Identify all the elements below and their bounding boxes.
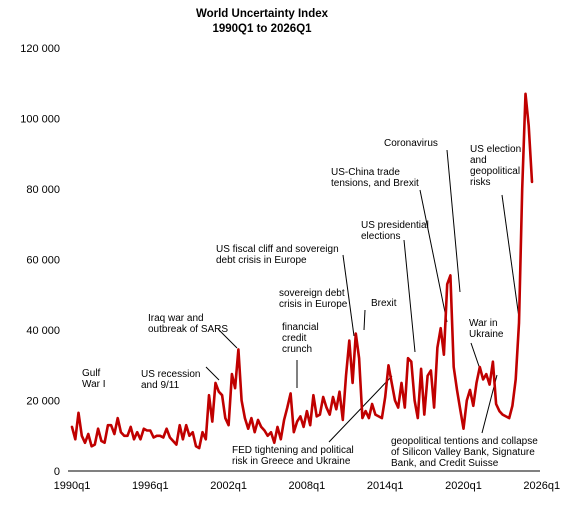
annotation-leader bbox=[419, 189, 448, 323]
series-line bbox=[70, 92, 534, 450]
x-tick-label: 2008q1 bbox=[289, 480, 326, 492]
annotation-label: US-China trade tensions, and Brexit bbox=[331, 167, 419, 189]
y-tick-label: 100 000 bbox=[20, 114, 60, 126]
annotation-leader bbox=[446, 149, 461, 293]
annotation-label: Brexit bbox=[371, 298, 397, 309]
annotation-label: FED tightening and political risk in Gree… bbox=[232, 445, 354, 467]
annotation-leader bbox=[403, 239, 416, 353]
chart-title: World Uncertainty Index bbox=[196, 8, 329, 20]
annotation-label: US fiscal cliff and sovereign debt crisis… bbox=[216, 244, 339, 266]
y-tick-labels: 0 20 000 40 000 60 000 80 000 100 000 120 000 bbox=[20, 43, 60, 478]
annotation-label: Gulf War I bbox=[82, 368, 106, 390]
x-tick-labels: 1990q1 1996q1 2002q1 2008q1 2014q1 2020q1 2026… bbox=[54, 480, 561, 492]
x-tick-label: 2020q1 bbox=[445, 480, 482, 492]
y-tick-label: 40 000 bbox=[26, 325, 60, 337]
annotation-leader bbox=[328, 375, 393, 443]
annotation-leader bbox=[501, 194, 520, 319]
chart-subtitle: 1990Q1 to 2026Q1 bbox=[212, 23, 312, 35]
annotation-label: sovereign debt crisis in Europe bbox=[279, 288, 348, 310]
y-tick-label: 60 000 bbox=[26, 255, 60, 267]
annotation-label: War in Ukraine bbox=[469, 318, 504, 340]
x-tick-label: 1990q1 bbox=[54, 480, 91, 492]
series-group bbox=[70, 92, 534, 450]
annotation-label: US election and geopolitical risks bbox=[470, 144, 521, 188]
annotation-label: US presidential elections bbox=[361, 220, 429, 242]
y-tick-label: 0 bbox=[54, 466, 60, 478]
annotation-leader bbox=[342, 254, 355, 337]
annotation-labels: Gulf War I US recession and 9/11 Iraq war an… bbox=[82, 138, 538, 469]
x-tick-label: 2014q1 bbox=[367, 480, 404, 492]
annotation-label: Iraq war and outbreak of SARS bbox=[148, 313, 228, 335]
annotation-label: Coronavirus bbox=[384, 138, 438, 149]
y-tick-label: 120 000 bbox=[20, 43, 60, 55]
y-tick-label: 20 000 bbox=[26, 396, 60, 408]
annotation-label: financial credit crunch bbox=[282, 322, 319, 355]
annotation-label: geopolitical tentions and collapse of Sil… bbox=[391, 436, 538, 469]
x-tick-label: 2002q1 bbox=[210, 480, 247, 492]
y-tick-label: 80 000 bbox=[26, 184, 60, 196]
annotation-label: US recession and 9/11 bbox=[141, 369, 200, 391]
annotation-leader bbox=[217, 328, 238, 349]
annotation-leader bbox=[205, 366, 220, 381]
x-tick-label: 2026q1 bbox=[523, 480, 560, 492]
x-tick-label: 1996q1 bbox=[132, 480, 169, 492]
annotation-leader bbox=[363, 309, 366, 331]
